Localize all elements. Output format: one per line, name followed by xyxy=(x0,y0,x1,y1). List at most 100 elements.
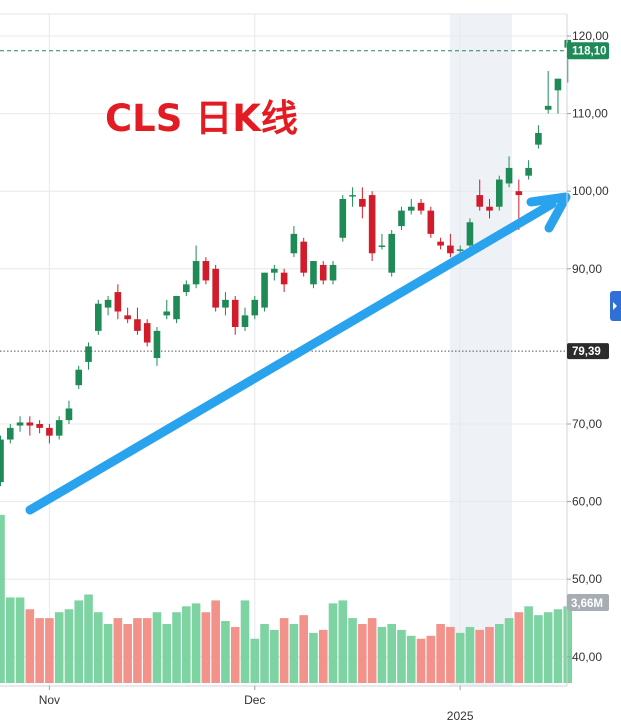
candle xyxy=(222,292,229,316)
candle-body xyxy=(163,311,171,316)
candle-body xyxy=(486,206,493,211)
candle-body xyxy=(95,303,102,331)
candle-body xyxy=(65,408,73,421)
candle xyxy=(134,307,141,335)
volume-bar xyxy=(504,618,514,683)
annotations: CLS 日K线 xyxy=(25,97,571,515)
volume-badge-bg xyxy=(567,594,609,611)
candle xyxy=(300,237,307,277)
candle xyxy=(339,195,347,242)
y-tick-label: 120,00 xyxy=(572,29,609,43)
candle-body xyxy=(36,424,43,428)
candle xyxy=(114,284,122,320)
volume-bar xyxy=(475,629,485,683)
trend-arrow-shaft xyxy=(25,199,557,515)
candle-body xyxy=(535,133,542,145)
candle xyxy=(16,416,24,432)
volume-bar xyxy=(309,632,318,683)
candle-body xyxy=(202,261,210,281)
side-panel-tab[interactable] xyxy=(610,291,621,321)
candle xyxy=(143,319,151,347)
volume-bar xyxy=(436,624,445,683)
candle-body xyxy=(319,264,327,281)
volume-bar xyxy=(455,632,465,683)
candle-body xyxy=(6,427,14,440)
volume-bar xyxy=(35,618,44,683)
volume-bar xyxy=(270,629,279,683)
candle xyxy=(525,160,532,180)
y-tick-label: 110,00 xyxy=(572,107,608,121)
candle-body xyxy=(437,241,444,246)
candle xyxy=(6,424,14,444)
volume-bar xyxy=(25,609,35,683)
candle xyxy=(437,237,444,250)
candle xyxy=(95,299,102,335)
candle-body xyxy=(427,210,435,234)
volume-bar xyxy=(250,638,260,683)
volume-bar xyxy=(358,624,367,683)
volume-bar xyxy=(397,629,406,683)
volume-bar xyxy=(494,624,504,683)
last-price-badge-bg xyxy=(567,42,609,60)
last-price-badge: 118,10 xyxy=(567,42,609,60)
candle xyxy=(319,261,327,285)
volume-bar xyxy=(406,635,416,683)
candle-body xyxy=(407,206,415,211)
candle-body xyxy=(456,249,464,251)
volume-bar xyxy=(240,600,250,683)
watermark-mask xyxy=(20,22,317,66)
volume-bar xyxy=(377,626,387,683)
candle xyxy=(447,233,454,258)
volume-bar xyxy=(113,618,123,683)
volume-bar xyxy=(426,635,436,683)
candle xyxy=(544,70,552,114)
y-tick-label: 40,00 xyxy=(572,650,602,664)
candle-body xyxy=(466,222,474,246)
x-tick-label: Nov xyxy=(39,693,60,707)
candle-body xyxy=(241,315,249,327)
candle xyxy=(26,416,34,436)
last-price-badge-text: 118,10 xyxy=(572,46,607,58)
axes: 120,00 110,00 100,00 90,00 70,00 60,00 50,00 40… xyxy=(0,14,609,723)
volume-bar xyxy=(465,626,475,683)
volume-bar xyxy=(64,609,74,683)
chart-title: CLS 日K线 xyxy=(105,97,298,140)
volume-bar xyxy=(133,618,142,683)
volume-bar xyxy=(279,618,289,683)
candle-body xyxy=(75,369,83,386)
volume-bar xyxy=(514,612,524,683)
candle xyxy=(495,175,503,211)
candle xyxy=(349,187,356,207)
session-highlight-band xyxy=(450,14,512,686)
volume-bar xyxy=(54,612,64,683)
candle xyxy=(55,416,63,440)
y-tick-label: 50,00 xyxy=(572,572,602,586)
candle-body xyxy=(143,323,151,343)
candle-body xyxy=(0,439,4,483)
reference-price-badge-bg xyxy=(567,343,609,360)
volume-bar xyxy=(524,606,533,683)
candle-body xyxy=(153,330,161,359)
volume-bar xyxy=(74,600,84,683)
candle xyxy=(554,78,562,114)
candle xyxy=(241,307,249,331)
volume-bar xyxy=(172,612,181,683)
candle xyxy=(153,327,161,366)
volume-bar xyxy=(162,624,172,683)
volume-bar xyxy=(152,612,162,683)
candle-body xyxy=(173,295,180,320)
candle-body xyxy=(476,195,484,207)
volume-bar xyxy=(230,626,240,683)
candle-body xyxy=(280,272,288,285)
reference-price-badge-text: 79,39 xyxy=(572,346,601,358)
candle-body xyxy=(329,264,337,281)
candle-body xyxy=(359,198,366,207)
candle xyxy=(251,295,259,320)
candle xyxy=(271,264,278,281)
candle-body xyxy=(271,268,278,273)
volume-bar xyxy=(563,606,573,683)
candle xyxy=(192,245,200,289)
candle xyxy=(535,125,542,149)
